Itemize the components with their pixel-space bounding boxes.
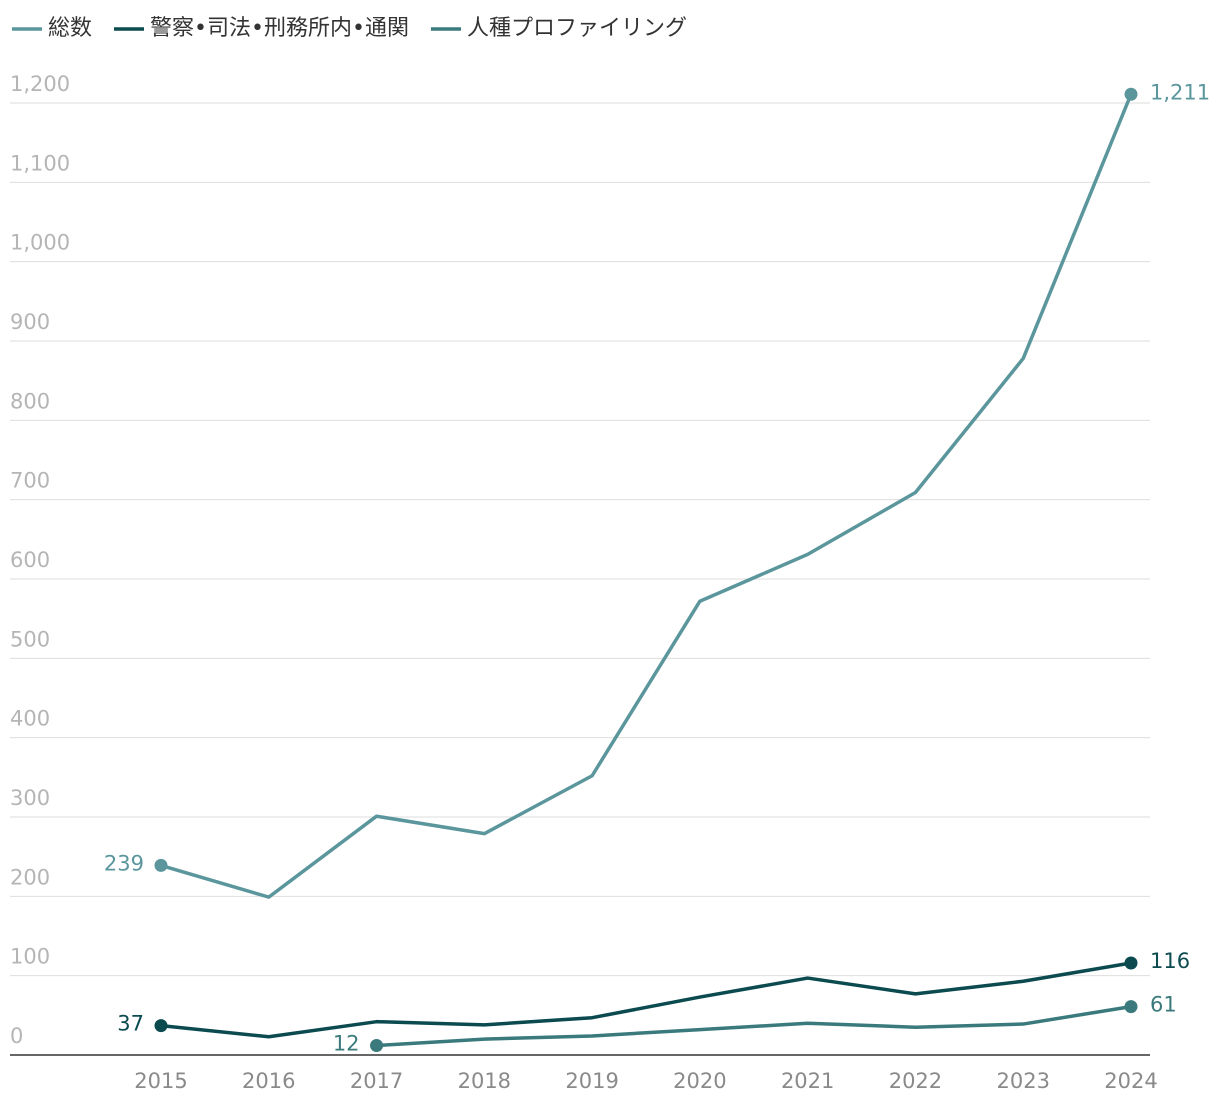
x-tick-label: 2022 [889,1069,942,1093]
y-tick-label: 100 [10,945,50,969]
series-line [160,961,1132,1039]
y-tick-label: 1,200 [10,72,70,96]
series-line [160,93,1133,899]
x-tick-label: 2015 [134,1069,187,1093]
x-tick-label: 2020 [673,1069,726,1093]
y-tick-label: 300 [10,786,50,810]
y-tick-label: 400 [10,707,50,731]
x-tick-label: 2019 [565,1069,618,1093]
data-point [370,1038,384,1052]
y-tick-label: 700 [10,469,50,493]
data-point [154,1019,168,1033]
data-label: 1,211 [1150,80,1210,104]
data-label: 61 [1150,993,1177,1017]
y-tick-label: 200 [10,865,50,889]
x-tick-label: 2016 [242,1069,295,1093]
data-label: 12 [333,1031,360,1055]
x-tick-label: 2017 [350,1069,403,1093]
y-tick-label: 800 [10,389,50,413]
data-point [1124,1000,1138,1014]
y-tick-label: 600 [10,548,50,572]
y-tick-label: 500 [10,627,50,651]
data-point [1124,956,1138,970]
data-point [1124,87,1138,101]
data-label: 37 [117,1012,144,1036]
y-tick-label: 0 [10,1024,23,1048]
series-line [376,1004,1132,1048]
x-tick-label: 2021 [781,1069,834,1093]
x-tick-label: 2023 [996,1069,1049,1093]
legend-label: 人種プロファイリング [467,16,687,41]
y-tick-label: 1,000 [10,231,70,255]
y-tick-label: 900 [10,310,50,334]
x-tick-label: 2024 [1104,1069,1157,1093]
legend-label: 総数 [48,16,92,41]
data-label: 239 [104,851,144,875]
y-tick-label: 1,100 [10,151,70,175]
data-label: 116 [1150,949,1190,973]
x-tick-label: 2018 [458,1069,511,1093]
data-point [154,858,168,872]
legend-label: 警察•司法•刑務所内•通関 [150,16,409,41]
